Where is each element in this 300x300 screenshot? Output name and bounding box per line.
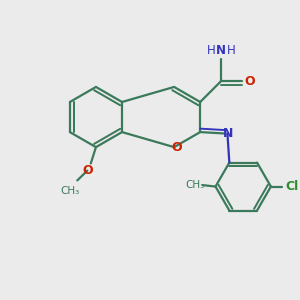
Text: O: O bbox=[244, 75, 255, 88]
Text: H: H bbox=[226, 44, 235, 58]
Text: CH₃: CH₃ bbox=[186, 180, 205, 190]
Text: CH₃: CH₃ bbox=[61, 186, 80, 196]
Text: N: N bbox=[216, 44, 226, 58]
Text: O: O bbox=[171, 141, 182, 154]
Text: O: O bbox=[82, 164, 93, 177]
Text: Cl: Cl bbox=[285, 180, 298, 193]
Text: N: N bbox=[223, 127, 233, 140]
Text: H: H bbox=[206, 44, 215, 58]
